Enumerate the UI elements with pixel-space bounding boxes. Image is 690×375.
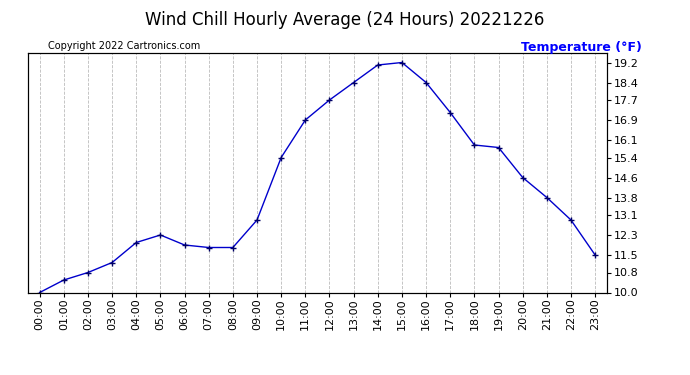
Text: Temperature (°F): Temperature (°F)	[521, 41, 642, 54]
Text: Wind Chill Hourly Average (24 Hours) 20221226: Wind Chill Hourly Average (24 Hours) 202…	[146, 11, 544, 29]
Text: Copyright 2022 Cartronics.com: Copyright 2022 Cartronics.com	[48, 41, 201, 51]
